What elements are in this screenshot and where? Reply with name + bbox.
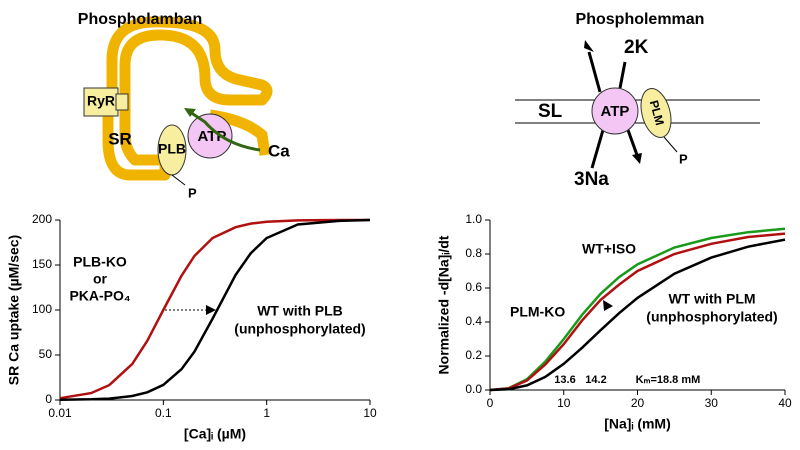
y-tick-label: 200 xyxy=(32,212,52,226)
k-label: 2K xyxy=(624,37,649,58)
atp-label: ATP xyxy=(198,128,227,145)
annotation: WT+ISO xyxy=(582,241,636,257)
x-axis-label: [Ca]ᵢ (µM) xyxy=(184,426,246,442)
y-tick-label: 1.0 xyxy=(465,212,482,226)
x-tick-label: 10 xyxy=(363,406,377,420)
y-tick-label: 0.4 xyxy=(465,314,482,328)
annotation: Kₘ=18.8 mM xyxy=(636,374,701,386)
x-tick-label: 30 xyxy=(705,396,719,410)
arrow-head xyxy=(632,153,642,164)
phosphate-link xyxy=(663,136,678,153)
plm-shape xyxy=(640,88,672,138)
atp-pump xyxy=(591,87,639,135)
p-label: P xyxy=(188,185,197,200)
phosphate-link xyxy=(171,174,186,186)
annotation: (unphosphorylated) xyxy=(234,321,365,337)
annotation: PKA-PO₄ xyxy=(69,288,130,304)
y-tick-label: 150 xyxy=(32,257,52,271)
y-tick-label: 0.0 xyxy=(465,382,482,396)
annotation: or xyxy=(93,271,108,287)
phospholemman-diagram: SL ATP PLM 2K 3Na P xyxy=(515,37,760,190)
flux-arrow xyxy=(587,51,602,93)
arrow-head xyxy=(584,40,594,52)
flux-arrow xyxy=(590,129,605,169)
series-line xyxy=(59,218,370,400)
p-label: P xyxy=(679,151,688,166)
flux-arrow xyxy=(618,61,627,89)
arrow-head xyxy=(603,300,613,311)
chart-title: Phospholemman xyxy=(576,11,705,28)
atp-label: ATP xyxy=(601,103,630,120)
flux-arrow xyxy=(626,129,639,156)
annotation: WT with PLM xyxy=(668,291,755,307)
plm-label: PLM xyxy=(647,99,667,127)
x-tick-label: 0 xyxy=(487,396,494,410)
arrow-head xyxy=(206,305,216,315)
sl-label: SL xyxy=(538,101,563,122)
x-tick-label: 20 xyxy=(631,396,645,410)
annotation: PLM-KO xyxy=(510,304,565,320)
y-tick-label: 0.8 xyxy=(465,246,482,260)
ca-arrow xyxy=(189,110,261,152)
series-line xyxy=(489,232,786,392)
x-axis-label: [Na]ᵢ (mM) xyxy=(604,416,671,432)
x-tick-label: 10 xyxy=(557,396,571,410)
x-tick-label: 1 xyxy=(263,406,270,420)
annotation: (unphosphorylated) xyxy=(646,309,777,325)
ryr-box xyxy=(115,93,129,111)
series-line xyxy=(59,218,371,402)
y-axis-label: Normalized -d[Na]ᵢ/dt xyxy=(436,235,452,374)
y-tick-label: 50 xyxy=(39,347,53,361)
annotation: 13.6 xyxy=(554,374,575,386)
arrow-head xyxy=(184,108,196,117)
ryr-label: RyR xyxy=(87,93,115,109)
x-tick-label: 0.01 xyxy=(48,406,72,420)
phospholamban-diagram: RyR SR PLB ATP Ca P xyxy=(83,16,290,200)
y-tick-label: 100 xyxy=(32,302,52,316)
y-tick-label: 0.6 xyxy=(465,280,482,294)
atp-pump xyxy=(187,113,233,159)
annotation: PLB-KO xyxy=(73,254,127,270)
x-tick-label: 0.1 xyxy=(155,406,172,420)
annotation: WT with PLB xyxy=(257,303,343,319)
sr-label: SR xyxy=(108,129,132,148)
sr-membrane xyxy=(102,16,273,181)
annotation: 14.2 xyxy=(585,374,606,386)
ca-label: Ca xyxy=(268,141,290,160)
series-line xyxy=(489,238,786,392)
chart-title: Phospholamban xyxy=(78,11,202,28)
x-tick-label: 40 xyxy=(778,396,792,410)
y-tick-label: 0.2 xyxy=(465,348,482,362)
y-tick-label: 0 xyxy=(45,392,52,406)
y-axis-label: SR Ca uptake (µM/sec) xyxy=(6,235,22,385)
plb-label: PLB xyxy=(158,141,186,157)
na-label: 3Na xyxy=(574,169,609,190)
